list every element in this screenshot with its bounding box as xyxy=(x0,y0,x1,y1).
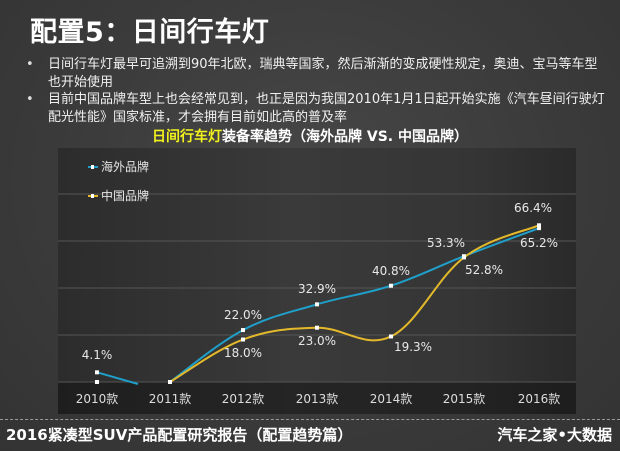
bullet-list: 日间行车灯最早可追溯到90年北欧，瑞典等国家，然后渐渐的变成硬性规定，奥迪、宝马… xyxy=(20,56,610,126)
data-point-marker xyxy=(537,226,541,231)
data-point-marker xyxy=(168,380,172,384)
data-label: 65.2% xyxy=(519,236,559,251)
footer-divider xyxy=(0,419,620,420)
data-label: 53.3% xyxy=(426,236,466,251)
data-point-marker xyxy=(315,302,319,307)
footer-brand: 汽车之家•大数据 xyxy=(497,426,612,444)
x-axis-label: 2014款 xyxy=(369,392,413,406)
footer-report-title: 2016紧凑型SUV产品配置研究报告（配置趋势篇） xyxy=(6,426,353,444)
bullet-item: 日间行车灯最早可追溯到90年北欧，瑞典等国家，然后渐渐的变成硬性规定，奥迪、宝马… xyxy=(20,56,610,91)
data-label: 66.4% xyxy=(513,201,553,216)
bullet-item: 目前中国品牌车型上也会经常见到，也正是因为我国2010年1月1日起开始实施《汽车… xyxy=(20,91,610,126)
data-label: 23.0% xyxy=(297,333,337,348)
legend-swatch-icon xyxy=(88,193,98,198)
legend-swatch-icon xyxy=(88,164,98,169)
data-label: 22.0% xyxy=(223,308,263,323)
chart-panel xyxy=(58,148,576,414)
data-label: 18.0% xyxy=(223,345,263,360)
gridlines xyxy=(58,193,576,383)
data-point-marker xyxy=(241,337,245,342)
data-label: 4.1% xyxy=(81,348,113,363)
chart-title-rest: 装备率趋势（海外品牌 VS. 中国品牌） xyxy=(222,129,468,145)
data-point-marker xyxy=(95,380,99,384)
data-point-marker xyxy=(389,283,393,288)
data-label: 52.8% xyxy=(464,263,504,278)
legend-item-overseas: 海外品牌 xyxy=(88,152,149,181)
data-point-marker xyxy=(241,328,245,333)
x-axis-band xyxy=(58,382,576,414)
data-markers xyxy=(95,223,541,384)
x-axis-label: 2012款 xyxy=(221,392,265,406)
x-axis-label: 2016款 xyxy=(517,392,561,406)
chart-title: 日间行车灯装备率趋势（海外品牌 VS. 中国品牌） xyxy=(0,126,620,146)
x-axis-label: 2013款 xyxy=(295,392,339,406)
x-axis-labels: 2010款 2011款 2012款 2013款 2014款 2015款 2016款 xyxy=(58,390,576,410)
data-point-marker xyxy=(462,255,466,260)
x-axis-label: 2015款 xyxy=(442,392,486,406)
data-point-marker xyxy=(315,325,319,330)
data-point-marker xyxy=(389,334,393,339)
x-axis-label: 2010款 xyxy=(75,392,119,406)
series-line-china xyxy=(169,224,540,383)
legend-label: 中国品牌 xyxy=(101,189,150,203)
chart-title-highlight: 日间行车灯 xyxy=(152,129,222,145)
slide-title: 配置5：日间行车灯 xyxy=(30,17,270,48)
x-axis-label: 2011款 xyxy=(148,392,192,406)
legend-item-china: 中国品牌 xyxy=(88,181,149,210)
data-point-marker xyxy=(95,370,99,375)
data-point-marker xyxy=(537,223,541,228)
data-label: 19.3% xyxy=(393,340,433,355)
data-label: 40.8% xyxy=(371,263,411,278)
legend-label: 海外品牌 xyxy=(101,160,150,174)
chart-legend: 海外品牌 中国品牌 xyxy=(88,152,149,210)
data-label: 32.9% xyxy=(297,282,337,297)
